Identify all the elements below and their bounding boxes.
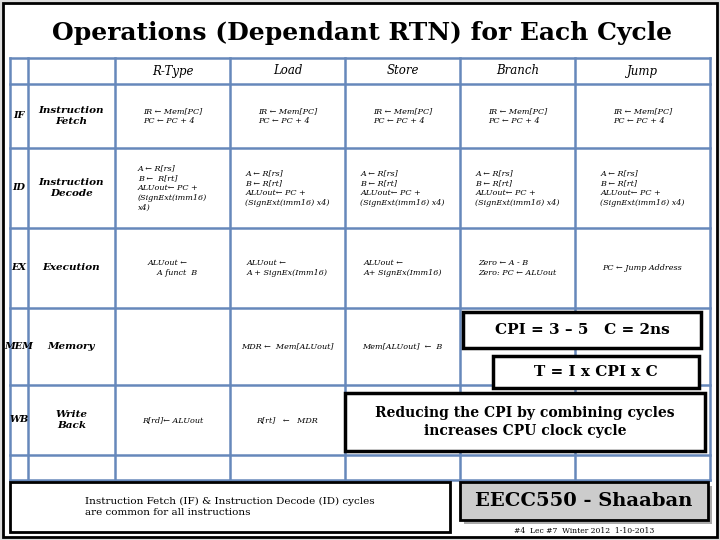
Text: A ← R[rs]
B ← R[rt]
ALUout← PC +
(SignExt(imm16) x4): A ← R[rs] B ← R[rt] ALUout← PC + (SignEx… bbox=[360, 170, 445, 207]
Text: Instruction
Decode: Instruction Decode bbox=[39, 178, 104, 198]
Text: #4  Lec #7  Winter 2012  1-10-2013: #4 Lec #7 Winter 2012 1-10-2013 bbox=[514, 527, 654, 535]
Text: IR ← Mem[PC]
PC ← PC + 4: IR ← Mem[PC] PC ← PC + 4 bbox=[488, 107, 547, 125]
Text: A ← R[rs]
B ← R[rt]
ALUout← PC +
(SignExt(imm16) x4): A ← R[rs] B ← R[rt] ALUout← PC + (SignEx… bbox=[600, 170, 685, 207]
Text: Memory: Memory bbox=[48, 342, 95, 351]
Text: CPI = 3 – 5   C = 2ns: CPI = 3 – 5 C = 2ns bbox=[495, 323, 670, 337]
Bar bbox=[460, 482, 708, 520]
Text: Reducing the CPI by combining cycles
increases CPU clock cycle: Reducing the CPI by combining cycles inc… bbox=[375, 406, 675, 438]
Text: A ← R[rs]
B ← R[rt]
ALUout← PC +
(SignExt(imm16) x4): A ← R[rs] B ← R[rt] ALUout← PC + (SignEx… bbox=[246, 170, 330, 207]
Text: R[rd]← ALUout: R[rd]← ALUout bbox=[142, 416, 203, 424]
Text: ALUout ←
    A funct  B: ALUout ← A funct B bbox=[148, 259, 197, 277]
Text: Zero ← A - B
Zero: PC ← ALUout: Zero ← A - B Zero: PC ← ALUout bbox=[478, 259, 557, 277]
Text: ALUout ←
A + SignEx(Imm16): ALUout ← A + SignEx(Imm16) bbox=[247, 259, 328, 277]
Bar bbox=[493, 356, 699, 388]
Text: Instruction Fetch (IF) & Instruction Decode (ID) cycles
are common for all instr: Instruction Fetch (IF) & Instruction Dec… bbox=[85, 497, 375, 517]
Text: EECC550 - Shaaban: EECC550 - Shaaban bbox=[475, 492, 693, 510]
Text: EX: EX bbox=[12, 264, 27, 273]
Text: Write
Back: Write Back bbox=[55, 410, 88, 430]
Text: ID: ID bbox=[12, 184, 25, 192]
Text: R-Type: R-Type bbox=[152, 64, 193, 78]
Text: Load: Load bbox=[273, 64, 302, 78]
Text: A ← R[rs]
B ← R[rt]
ALUout← PC +
(SignExt(imm16) x4): A ← R[rs] B ← R[rt] ALUout← PC + (SignEx… bbox=[475, 170, 559, 207]
Text: Jump: Jump bbox=[627, 64, 658, 78]
Text: Execution: Execution bbox=[42, 264, 100, 273]
Text: IR ← Mem[PC]
PC ← PC + 4: IR ← Mem[PC] PC ← PC + 4 bbox=[143, 107, 202, 125]
Text: IF: IF bbox=[13, 111, 24, 120]
Bar bbox=[463, 312, 701, 348]
Text: Instruction
Fetch: Instruction Fetch bbox=[39, 106, 104, 126]
Text: Mem[ALUout]  ←  B: Mem[ALUout] ← B bbox=[362, 342, 443, 350]
Text: IR ← Mem[PC]
PC ← PC + 4: IR ← Mem[PC] PC ← PC + 4 bbox=[373, 107, 432, 125]
Text: WB: WB bbox=[9, 415, 29, 424]
Text: Operations (Dependant RTN) for Each Cycle: Operations (Dependant RTN) for Each Cycl… bbox=[52, 21, 672, 45]
Text: ALUout ←
A+ SignEx(Imm16): ALUout ← A+ SignEx(Imm16) bbox=[364, 259, 442, 277]
Text: Branch: Branch bbox=[496, 64, 539, 78]
Text: Store: Store bbox=[386, 64, 419, 78]
Text: MDR ←  Mem[ALUout]: MDR ← Mem[ALUout] bbox=[241, 342, 334, 350]
Text: R[rt]   ←   MDR: R[rt] ← MDR bbox=[256, 416, 318, 424]
Text: MEM: MEM bbox=[4, 342, 33, 351]
Bar bbox=[10, 482, 450, 532]
Bar bbox=[464, 486, 712, 524]
Text: PC ← Jump Address: PC ← Jump Address bbox=[603, 264, 683, 272]
Text: IR ← Mem[PC]
PC ← PC + 4: IR ← Mem[PC] PC ← PC + 4 bbox=[613, 107, 672, 125]
Text: IR ← Mem[PC]
PC ← PC + 4: IR ← Mem[PC] PC ← PC + 4 bbox=[258, 107, 317, 125]
Bar bbox=[345, 393, 705, 451]
Text: T = I x CPI x C: T = I x CPI x C bbox=[534, 365, 658, 379]
Text: A ← R[rs]
B ←  R[rt]
ALUout← PC +
(SignExt(imm16)
x4): A ← R[rs] B ← R[rt] ALUout← PC + (SignEx… bbox=[138, 164, 207, 212]
